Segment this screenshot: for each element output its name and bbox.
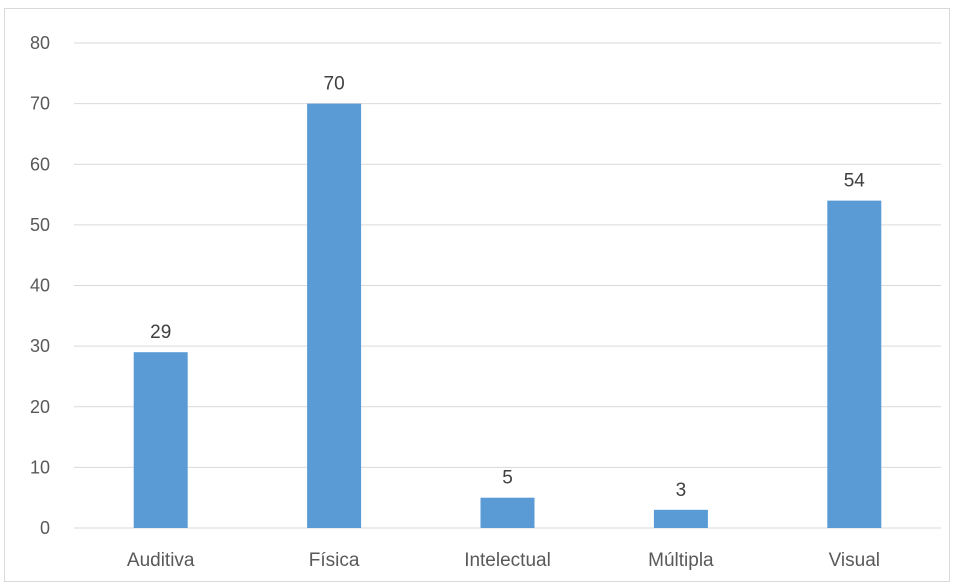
y-tick-label: 20 [30,397,50,417]
x-category-label: Física [309,550,360,571]
bar-física [307,103,362,528]
x-category-label: Auditiva [127,550,195,571]
bar-múltipla [653,509,708,528]
data-label: 29 [150,322,171,343]
bar-intelectual [480,497,535,528]
data-label: 5 [502,468,513,489]
y-tick-label: 60 [30,154,50,174]
x-category-label: Visual [829,550,880,571]
data-labels: 29 70 5 3 54 [150,74,865,501]
bar-auditiva [133,352,188,528]
x-axis-category-labels: Auditiva Física Intelectual Múltipla Visual [127,550,880,571]
y-tick-label: 30 [30,336,50,356]
y-tick-label: 40 [30,276,50,296]
x-category-label: Múltipla [648,550,714,571]
gridlines [74,42,941,529]
x-category-label: Intelectual [464,550,551,571]
data-label: 3 [676,480,687,501]
y-tick-label: 10 [30,457,50,477]
y-tick-label: 80 [30,33,50,53]
bar-visual [827,200,882,528]
y-tick-label: 0 [40,518,50,538]
bars [133,103,882,528]
y-axis-tick-labels: 0 10 20 30 40 50 60 70 80 [30,33,50,538]
data-label: 70 [324,74,345,95]
data-label: 54 [844,171,866,192]
y-tick-label: 70 [30,94,50,114]
y-tick-label: 50 [30,215,50,235]
